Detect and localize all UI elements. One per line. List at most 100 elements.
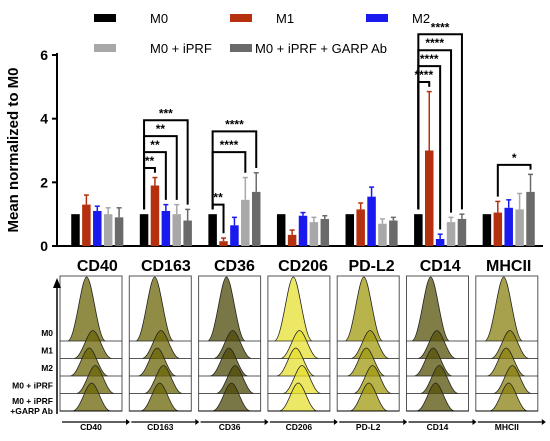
legend-swatch: [94, 14, 116, 22]
significance-bracket: [496, 163, 532, 197]
histogram-curve: [267, 365, 330, 394]
y-tick-label: 2: [40, 174, 48, 190]
histogram-curve: [475, 347, 538, 377]
histogram-curve: [406, 382, 469, 412]
histogram-y-arrow-head: [53, 278, 61, 288]
bar: [320, 218, 330, 246]
histogram-panel: MHCII: [475, 275, 546, 432]
category-label: CD14: [420, 258, 461, 275]
significance-bracket: [143, 135, 178, 210]
arrow-head: [472, 419, 477, 425]
histogram-curve: [475, 330, 538, 359]
bar: [103, 214, 113, 246]
significance-label: ****: [420, 52, 439, 66]
row-label: M0 + iPRF: [12, 396, 53, 406]
histogram-curve: [267, 382, 330, 412]
significance-label: **: [145, 154, 155, 168]
histogram-panel: CD36: [198, 275, 269, 432]
histogram-curve: [475, 276, 538, 342]
histogram-curve: [129, 276, 192, 342]
bar: [356, 209, 365, 246]
bar: [172, 214, 182, 246]
y-axis-label: Mean normalized to M0: [5, 67, 22, 232]
bar: [504, 207, 513, 246]
significance-bracket: [211, 130, 258, 210]
histogram-curve: [475, 365, 538, 394]
histogram-curve: [60, 365, 122, 394]
bar: [150, 185, 160, 246]
legend-swatch: [366, 14, 388, 22]
category-label: CD206: [278, 258, 328, 275]
histogram-curve: [60, 382, 122, 412]
row-label: M2: [41, 363, 53, 373]
bar: [114, 217, 124, 246]
significance-label: ****: [414, 68, 433, 82]
histogram-curve: [60, 330, 122, 359]
histogram-curve: [198, 365, 261, 394]
histogram-curve: [198, 347, 261, 377]
panel-marker-label: CD40: [80, 422, 102, 432]
histogram-curve: [406, 276, 469, 342]
histogram-curve: [337, 347, 400, 377]
histogram-curve: [337, 330, 400, 359]
histogram-panel: CD40: [59, 275, 130, 432]
bar: [309, 222, 319, 246]
category-label: CD36: [214, 258, 255, 275]
legend-label: M2: [412, 11, 430, 26]
histogram-panel: CD206: [267, 275, 338, 432]
arrow-head: [264, 419, 269, 425]
legend-label: M0: [150, 11, 168, 26]
row-label: +GARP Ab: [10, 406, 53, 416]
panel-marker-label: CD14: [427, 422, 449, 432]
category-label: CD40: [77, 258, 118, 275]
bar: [414, 214, 423, 246]
arrow-head: [195, 419, 200, 425]
histogram-curve: [337, 365, 400, 394]
bar: [139, 214, 149, 246]
bar: [493, 212, 503, 246]
significance-label: ****: [220, 138, 239, 152]
histogram-curve: [129, 347, 192, 377]
significance-label: ****: [431, 20, 450, 34]
arrow-head: [403, 419, 408, 425]
histogram-curve: [267, 276, 330, 342]
panel-marker-label: MHCII: [495, 422, 519, 432]
histogram-curve: [198, 276, 261, 342]
category-label: MHCII: [486, 258, 531, 275]
category-label: PD-L2: [348, 258, 394, 275]
histogram-curve: [267, 347, 330, 377]
histogram-curve: [337, 276, 400, 342]
bar: [71, 214, 80, 246]
arrow-head: [126, 419, 130, 425]
bar: [526, 191, 535, 246]
row-label: M0 + iPRF: [12, 381, 53, 391]
histogram-curve: [406, 330, 469, 359]
histogram-curve: [198, 330, 261, 359]
bar: [82, 204, 91, 246]
legend-swatch: [230, 44, 252, 52]
bar: [219, 241, 228, 246]
significance-label: **: [156, 122, 166, 136]
histogram-panel: CD14: [406, 275, 477, 432]
histogram-curve: [475, 382, 538, 412]
bar: [457, 218, 467, 246]
histogram-panel: CD163: [128, 275, 200, 432]
significance-label: ***: [159, 106, 173, 120]
y-tick-label: 0: [40, 238, 48, 254]
bar: [241, 199, 250, 246]
histogram-curve: [198, 382, 261, 412]
panel-marker-label: PD-L2: [356, 422, 381, 432]
panel-marker-label: CD163: [147, 422, 174, 432]
bar: [208, 214, 217, 246]
bar: [345, 214, 355, 246]
significance-label: ****: [225, 117, 244, 131]
y-tick-label: 4: [40, 111, 48, 127]
bar: [424, 150, 434, 246]
arrow-head: [541, 419, 546, 425]
histogram-panel: PD-L2: [336, 275, 408, 432]
y-tick-label: 6: [40, 47, 48, 63]
significance-label: **: [150, 138, 160, 152]
bar: [230, 225, 239, 246]
histogram-curve: [406, 347, 469, 377]
category-label: CD163: [141, 258, 191, 275]
